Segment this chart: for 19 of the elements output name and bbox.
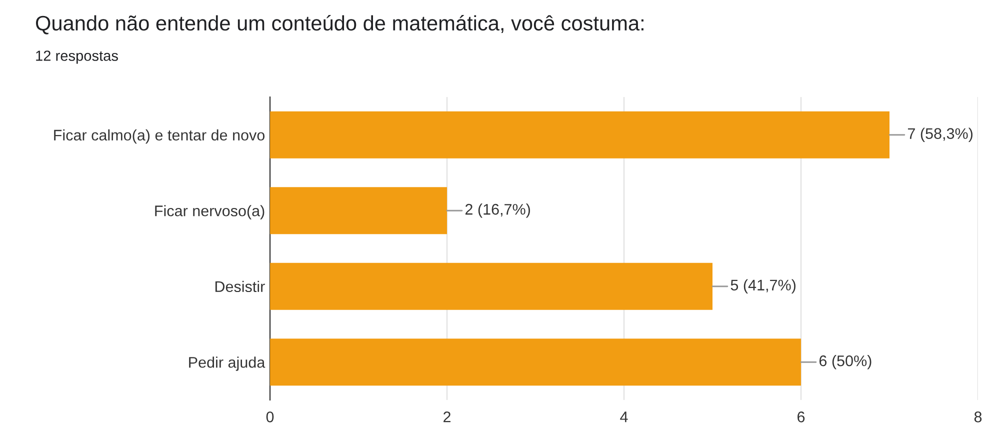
data-label: 6 (50%) <box>819 355 872 370</box>
bar <box>270 262 712 310</box>
x-tick-label: 6 <box>798 412 805 422</box>
bar <box>270 111 890 158</box>
data-label: 7 (58,3%) <box>908 128 972 142</box>
x-tick-label: 0 <box>266 412 274 422</box>
y-tick-label: Ficar calmo(a) e tentar de novo <box>54 129 265 144</box>
x-tick-label: 4 <box>620 412 628 422</box>
y-tick-label: Ficar nervoso(a) <box>155 205 264 220</box>
data-label: 5 (41,7%) <box>730 279 796 294</box>
text: 12 respostas <box>36 50 118 64</box>
x-tick-label: 2 <box>444 412 450 422</box>
data-label: 2 (16,7%) <box>465 204 530 218</box>
chart-title: Quando não entende um conteúdo de matemática, você costuma: <box>36 15 644 34</box>
y-tick-label: Pedir ajuda <box>189 356 266 371</box>
bar <box>270 187 447 234</box>
x-tick-label: 8 <box>974 412 982 422</box>
y-tick-label: Desistir <box>215 280 265 292</box>
bar <box>270 338 801 386</box>
